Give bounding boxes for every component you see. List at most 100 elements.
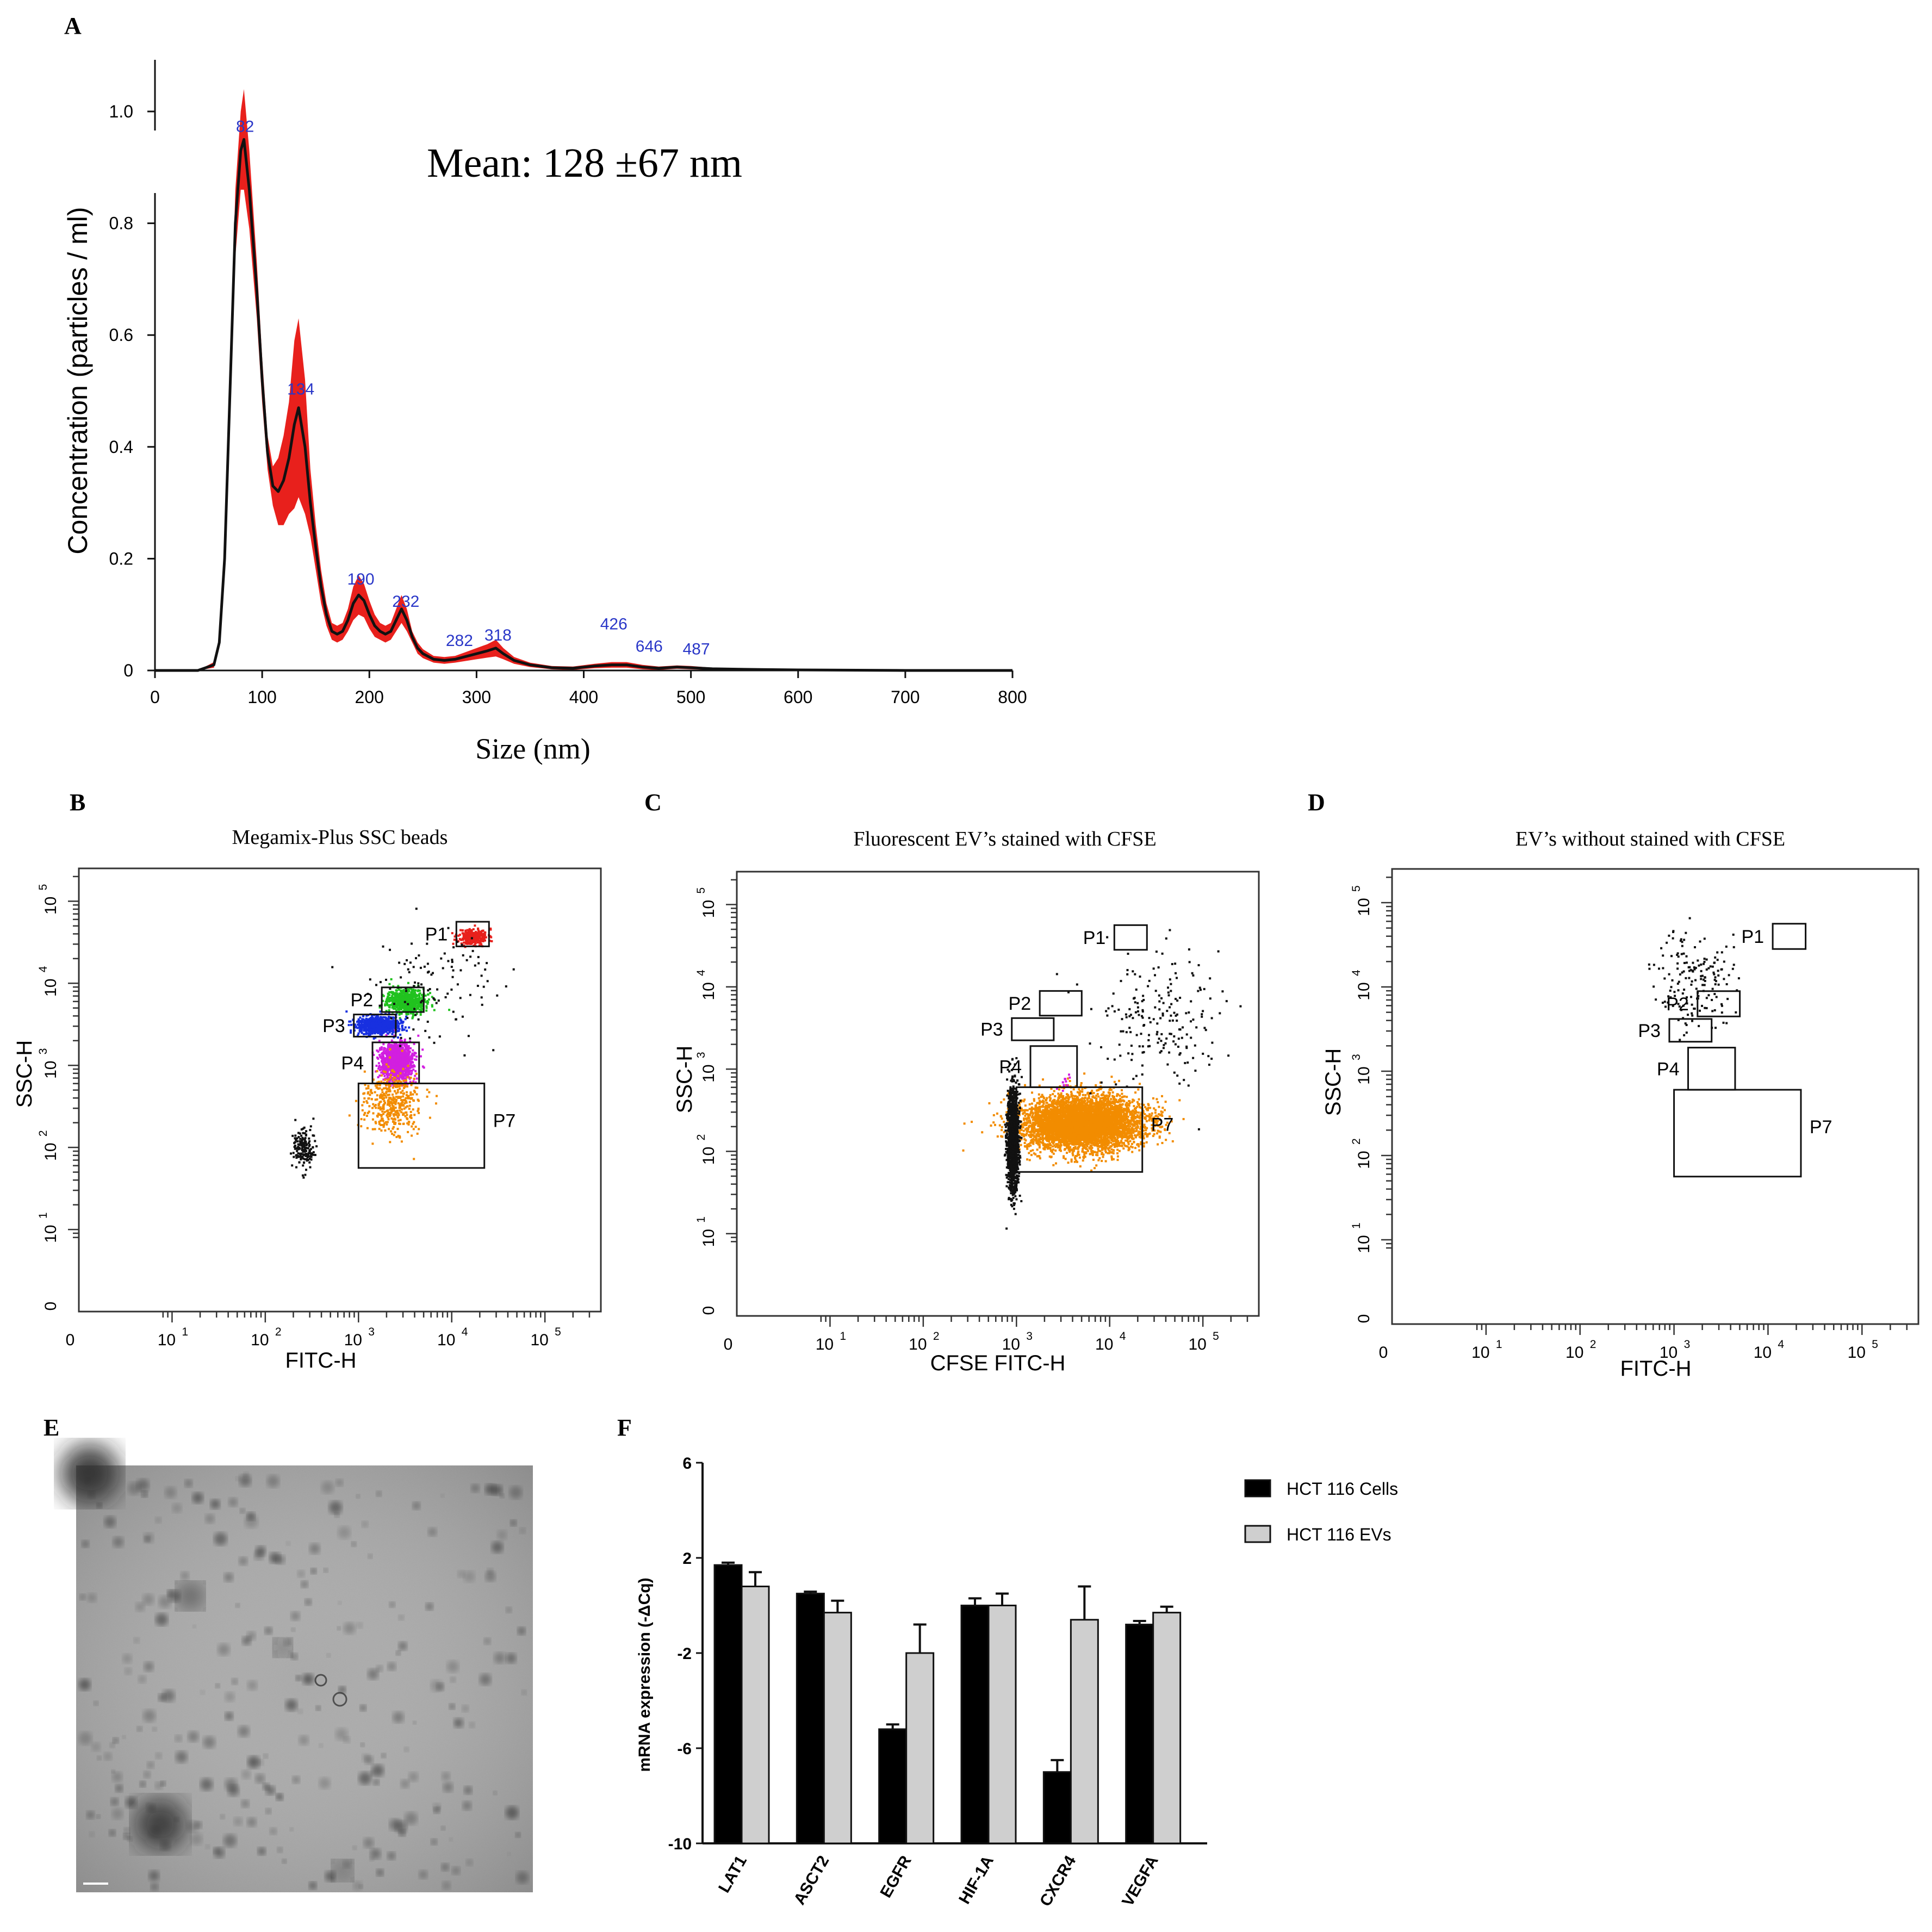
b-event-dot — [402, 996, 405, 998]
b-event-dot — [380, 1068, 382, 1071]
b-event-dot — [392, 1004, 395, 1007]
c-x-tick-label: 10 — [1095, 1335, 1113, 1353]
b-event-dot — [384, 1047, 386, 1050]
b-event-dot — [365, 1100, 368, 1103]
b-event-dot — [307, 1159, 309, 1161]
b-event-dot — [400, 1005, 402, 1008]
b-event-dot — [405, 1043, 408, 1046]
b-event-dot — [399, 1104, 402, 1107]
b-y-zero-label: 0 — [42, 1302, 60, 1311]
c-event-dot — [1020, 1129, 1023, 1131]
b-event-dot — [388, 1012, 390, 1015]
b-event-dot — [462, 933, 465, 935]
b-event-dot — [398, 1046, 401, 1049]
b-event-dot — [405, 1054, 408, 1057]
b-event-dot — [457, 934, 460, 937]
b-event-dot — [407, 1074, 409, 1077]
b-event-dot — [392, 1127, 394, 1130]
b-event-dot — [402, 1077, 405, 1079]
b-event-dot — [413, 1052, 416, 1054]
b-event-dot — [400, 1063, 402, 1066]
b-event-dot — [398, 961, 401, 964]
b-event-dot — [421, 997, 424, 999]
b-event-dot — [395, 1073, 397, 1076]
b-event-dot — [389, 1074, 392, 1077]
b-event-dot — [395, 1099, 397, 1102]
b-event-dot — [477, 929, 480, 932]
b-event-dot — [405, 990, 407, 992]
b-event-dot — [476, 935, 479, 938]
panel-label-e: E — [44, 1414, 59, 1441]
b-event-dot — [307, 1142, 310, 1145]
c-event-dot — [1134, 1130, 1136, 1133]
c-event-dot — [1060, 1150, 1062, 1152]
a-x-axis-label: Size (nm) — [475, 732, 590, 765]
b-event-dot — [407, 1064, 409, 1066]
b-event-dot — [390, 1107, 393, 1109]
b-event-dot — [398, 1006, 401, 1009]
b-event-dot — [375, 1070, 377, 1073]
b-event-dot — [294, 1134, 297, 1137]
c-event-dot — [1135, 1128, 1138, 1131]
c-y-tick-label-group: 104 — [695, 970, 718, 1001]
b-event-dot — [409, 996, 412, 998]
b-event-dot — [484, 968, 487, 971]
b-event-dot — [401, 1108, 403, 1111]
b-event-dot — [382, 1060, 385, 1063]
c-event-dot — [1158, 1113, 1160, 1116]
b-event-dot — [403, 1074, 406, 1077]
b-event-dot — [478, 934, 481, 936]
b-event-dot — [367, 1085, 370, 1088]
b-event-dot — [375, 1015, 378, 1017]
b-event-dot — [295, 1157, 298, 1159]
b-event-dot — [403, 1107, 406, 1110]
b-event-dot — [368, 1024, 370, 1027]
b-event-dot — [365, 1029, 368, 1032]
c-event-dot — [1121, 1096, 1123, 1098]
c-event-dot — [1067, 1161, 1070, 1164]
b-event-dot — [404, 1115, 407, 1117]
b-event-dot — [377, 1103, 380, 1105]
b-event-dot — [396, 995, 399, 997]
b-event-dot — [386, 1110, 388, 1113]
b-event-dot — [307, 1152, 310, 1154]
c-event-dot — [1123, 1128, 1126, 1131]
b-event-dot — [405, 1097, 407, 1099]
b-event-dot — [389, 948, 391, 951]
b-event-dot — [396, 1067, 399, 1069]
b-event-dot — [373, 1018, 376, 1021]
b-event-dot — [417, 1108, 420, 1111]
c-y-tick-label: 10 — [700, 982, 718, 1000]
c-x-tick-label: 10 — [1188, 1335, 1206, 1353]
b-event-dot — [467, 1035, 470, 1038]
b-event-dot — [382, 1104, 385, 1107]
b-event-dot — [395, 1024, 398, 1027]
b-event-dot — [400, 976, 402, 979]
b-event-dot — [299, 1156, 302, 1158]
b-event-dot — [378, 1128, 381, 1130]
b-event-dot — [378, 1065, 381, 1068]
b-event-dot — [417, 1110, 419, 1113]
b-event-dot — [397, 1036, 399, 1039]
a-x-tick-label: 200 — [355, 687, 384, 707]
b-event-dot — [370, 1018, 372, 1021]
a-x-tick-label: 400 — [569, 687, 598, 707]
b-event-dot — [373, 1026, 376, 1028]
b-event-dot — [399, 1136, 401, 1139]
b-event-dot — [293, 1156, 295, 1158]
b-event-dot — [365, 1014, 368, 1017]
b-event-dot — [390, 1039, 393, 1042]
b-event-dot — [467, 932, 469, 935]
b-event-dot — [372, 1019, 375, 1022]
b-event-dot — [366, 1032, 369, 1035]
b-event-dot — [395, 1114, 398, 1116]
b-event-dot — [380, 1097, 383, 1099]
b-event-dot — [394, 1103, 397, 1105]
b-event-dot — [411, 1002, 414, 1005]
b-event-dot — [301, 1136, 304, 1139]
c-event-dot — [1026, 1132, 1028, 1135]
b-event-dot — [409, 1066, 412, 1069]
b-event-dot — [402, 1001, 405, 1004]
c-x-zero-label: 0 — [724, 1335, 733, 1353]
b-event-dot — [389, 1104, 391, 1107]
